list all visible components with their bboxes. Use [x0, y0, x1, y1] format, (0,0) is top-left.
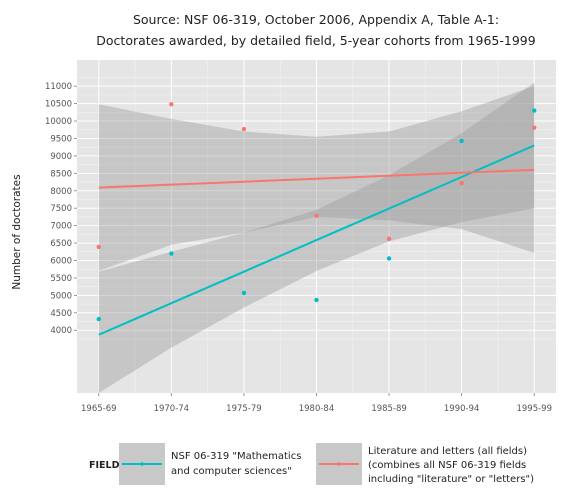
y-tick-label: 8500	[50, 169, 72, 179]
point-literature	[386, 236, 392, 242]
legend-title: FIELD	[89, 460, 120, 471]
chart-title-line-2: Doctorates awarded, by detailed field, 5…	[96, 33, 535, 48]
x-tick-label: 1970-74	[154, 404, 190, 414]
point-math	[386, 256, 392, 261]
confidence-band-math	[98, 82, 535, 394]
point-literature	[241, 126, 247, 132]
y-tick-label: 9000	[50, 152, 72, 162]
point-math	[241, 290, 247, 296]
legend-key-literature-point	[337, 462, 341, 466]
legend-label-literature-line-3: including "literature" or "letters")	[368, 474, 534, 485]
y-axis-label: Number of doctorates	[11, 174, 23, 289]
trend-line-literature	[98, 168, 535, 189]
x-tick-label: 1985-89	[371, 404, 407, 414]
x-tick-label: 1990-94	[444, 404, 480, 414]
point-math	[532, 108, 537, 113]
point-math	[96, 316, 101, 322]
legend-label-literature-line-1: Literature and letters (all fields)	[368, 446, 527, 457]
point-math	[314, 297, 319, 303]
y-tick-label: 7000	[50, 222, 72, 232]
point-literature	[459, 180, 464, 186]
data-points	[96, 102, 537, 322]
y-tick-label: 6500	[50, 239, 72, 249]
y-tick-label: 8000	[50, 187, 72, 197]
y-tick-label: 5500	[50, 274, 72, 284]
x-tick-label: 1975-79	[226, 404, 262, 414]
x-tick-label: 1995-99	[516, 404, 552, 414]
y-tick-label: 4500	[50, 309, 72, 319]
x-axis-ticks: 1965-69 1970-74 1975-79 1980-84 1985-89 1990-…	[81, 393, 552, 414]
chart-title-line-1: Source: NSF 06-319, October 2006, Append…	[133, 12, 499, 27]
y-tick-label: 6000	[50, 256, 72, 266]
legend-item-literature: Literature and letters (all fields) (com…	[316, 443, 534, 485]
x-tick-label: 1980-84	[299, 404, 335, 414]
legend-label-literature-line-2: (combines all NSF 06-319 fields	[368, 460, 526, 471]
y-tick-label: 10500	[45, 100, 72, 110]
y-tick-label: 4000	[50, 326, 72, 336]
legend-label-math-line-2: and computer sciences"	[171, 466, 292, 477]
trend-line-math	[98, 144, 535, 336]
point-literature	[314, 213, 319, 219]
y-tick-label: 11000	[45, 82, 72, 92]
legend: FIELD NSF 06-319 "Mathematics and comput…	[89, 443, 534, 485]
point-literature	[532, 125, 537, 130]
legend-item-math: NSF 06-319 "Mathematics and computer sci…	[119, 443, 301, 485]
y-tick-label: 7500	[50, 204, 72, 214]
trend-lines	[98, 144, 535, 336]
major-gridlines	[77, 60, 556, 393]
legend-key-math-point	[140, 462, 144, 466]
point-literature	[169, 102, 174, 107]
y-tick-label: 10000	[45, 117, 72, 127]
point-math	[459, 138, 464, 144]
y-tick-label: 5000	[50, 291, 72, 301]
legend-label-math-line-1: NSF 06-319 "Mathematics	[171, 451, 301, 462]
point-math	[169, 251, 174, 256]
y-axis-ticks: 4000 4500 5000 5500 6000 6500 7000 7500 8000 8500…	[45, 82, 77, 336]
point-literature	[96, 244, 101, 250]
y-tick-label: 9500	[50, 134, 72, 144]
chart-title: Source: NSF 06-319, October 2006, Append…	[96, 12, 535, 48]
x-tick-label: 1965-69	[81, 404, 117, 414]
